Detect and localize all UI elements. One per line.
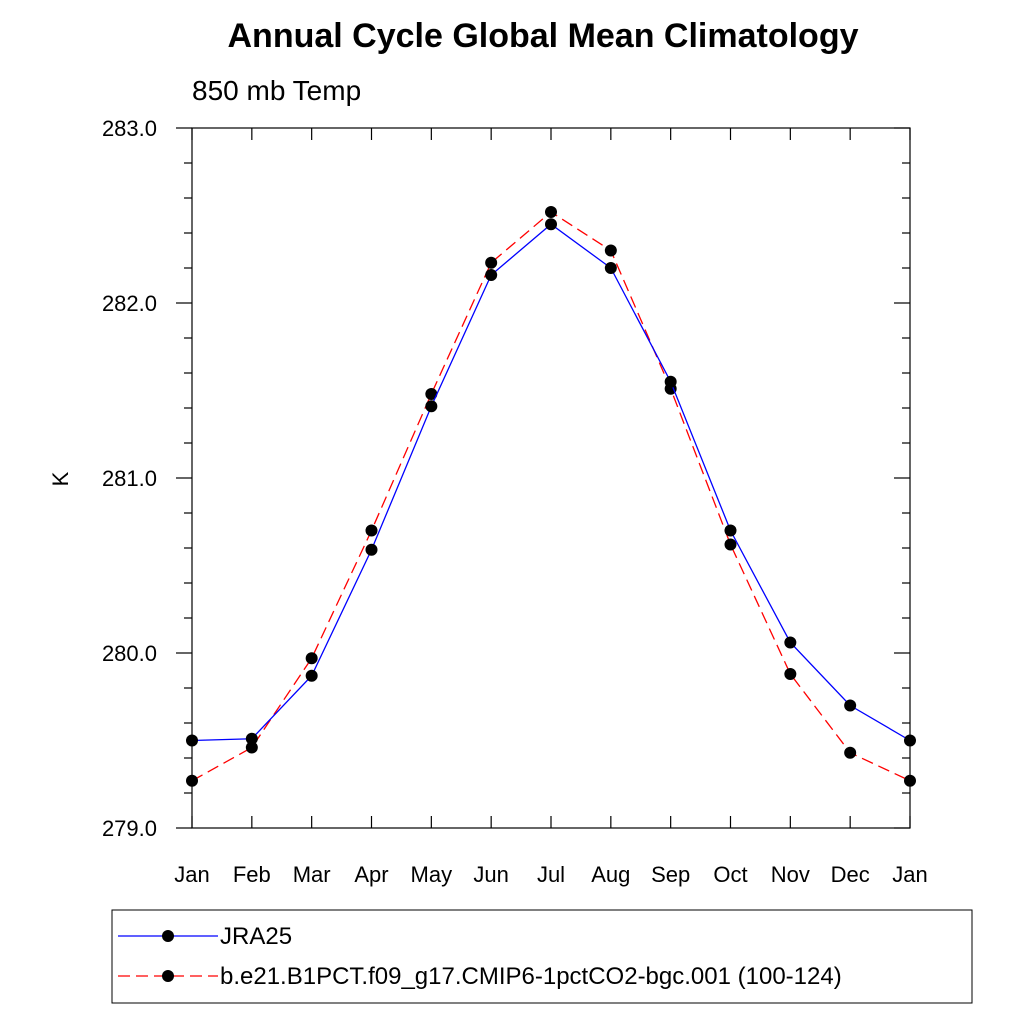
x-tick-label: Apr xyxy=(354,862,388,887)
legend-marker-1 xyxy=(162,970,174,982)
legend: JRA25 b.e21.B1PCT.f09_g17.CMIP6-1pctCO2-b… xyxy=(111,909,973,1004)
series-0-point xyxy=(724,524,737,537)
series-1-point xyxy=(784,668,797,680)
series-1-point xyxy=(844,746,857,759)
axis-ticks xyxy=(176,127,911,829)
legend-marker-0 xyxy=(162,930,174,942)
y-tick-label: 283.0 xyxy=(102,116,157,141)
chart-subtitle: 850 mb Temp xyxy=(192,75,361,106)
chart-title: Annual Cycle Global Mean Climatology xyxy=(228,17,859,55)
x-tick-label: Jun xyxy=(473,862,508,887)
y-tick-label: 281.0 xyxy=(102,466,157,491)
series-1-point xyxy=(545,206,557,218)
series-1-point xyxy=(485,256,498,269)
x-tick-label: Jan xyxy=(892,862,927,887)
series-0-point xyxy=(844,699,857,712)
x-tick-label: May xyxy=(411,862,453,887)
legend-label-0: JRA25 xyxy=(220,923,292,950)
plot-frame xyxy=(191,127,911,829)
x-tick-label: Jan xyxy=(174,862,209,887)
series-0-point xyxy=(365,543,378,556)
series-0-point xyxy=(545,218,557,231)
x-tick-label: Feb xyxy=(233,862,271,887)
series-1-point xyxy=(724,538,737,551)
y-tick-label: 282.0 xyxy=(102,291,157,316)
series-0-point xyxy=(425,400,438,413)
y-tick-label: 279.0 xyxy=(102,816,157,841)
x-tick-label: Oct xyxy=(713,862,747,887)
series-line-0 xyxy=(191,223,911,742)
y-axis-label: K xyxy=(48,471,73,486)
y-tick-label: 280.0 xyxy=(102,641,157,666)
series-line-1 xyxy=(191,211,911,782)
series-1-point xyxy=(305,652,318,665)
x-tick-label: Jul xyxy=(537,862,565,887)
tick-labels: Jan Feb Mar Apr May Jun Jul Aug Sep Oct Nov Dec Jan 2… xyxy=(102,116,928,887)
x-tick-label: Dec xyxy=(831,862,870,887)
series-0-point xyxy=(604,262,617,274)
series-0-point xyxy=(245,732,258,745)
series-0-point xyxy=(485,269,498,281)
x-tick-label: Mar xyxy=(293,862,331,887)
series-0-point xyxy=(664,375,677,388)
series-0-point xyxy=(784,636,797,649)
series-1-point xyxy=(245,741,258,754)
series-1-point xyxy=(365,524,378,537)
series-1-point xyxy=(425,388,438,400)
x-tick-label: Sep xyxy=(651,862,690,887)
x-tick-label: Aug xyxy=(591,862,630,887)
series-layer xyxy=(186,206,916,787)
x-tick-label: Nov xyxy=(771,862,810,887)
series-0-point xyxy=(305,669,318,682)
series-1-point xyxy=(604,244,617,257)
legend-label-1: b.e21.B1PCT.f09_g17.CMIP6-1pctCO2-bgc.00… xyxy=(220,963,842,990)
legend-box xyxy=(111,909,973,1004)
